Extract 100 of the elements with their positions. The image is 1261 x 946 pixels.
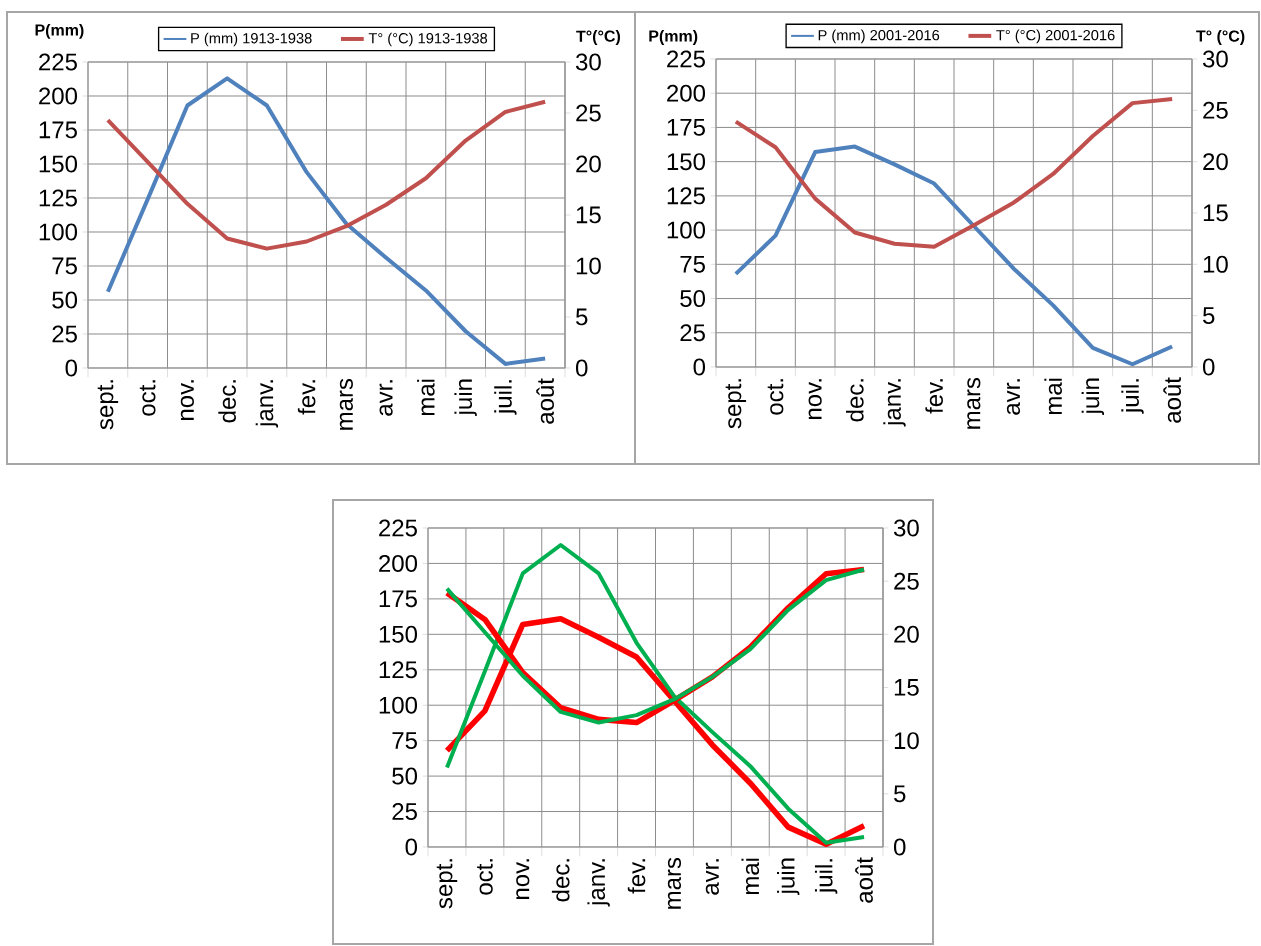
x-tick-label: sept. (97, 380, 119, 430)
x-tick-label: nov. (180, 380, 194, 421)
x-tick-label: fev. (297, 380, 316, 415)
y-tick-label: 75 (680, 255, 705, 273)
line-series (733, 97, 1175, 249)
y-tick-label: 225 (379, 519, 417, 537)
y2-tick-label: 0 (575, 359, 588, 377)
x-tick-label: fev. (627, 859, 646, 894)
y2-tick-label: 5 (576, 308, 588, 326)
y2-tick-label: 20 (576, 155, 601, 173)
y-tick-label: 100 (379, 696, 418, 714)
x-tick-label: mars (339, 378, 353, 430)
y-tick-label: 200 (667, 84, 706, 102)
x-tick-label: mai (417, 379, 435, 416)
line-series (733, 144, 1175, 367)
y2-tick-label: 10 (1203, 255, 1228, 273)
legend-label: P (mm) 1913-1938 (191, 32, 312, 47)
y-tick-label: 200 (39, 87, 78, 105)
y-tick-label: 0 (693, 358, 706, 376)
x-tick-label: juin (454, 379, 477, 416)
y-tick-label: 25 (680, 324, 705, 342)
legend-label: T° (°C) 1913-1938 (368, 32, 488, 47)
x-tick-label: oct. (139, 380, 156, 416)
line-series (105, 99, 548, 251)
y-tick-label: 100 (39, 223, 78, 241)
y2-tick-label: 5 (894, 785, 906, 803)
y2-axis-title: T°(°C) (576, 30, 620, 45)
y2-tick-label: 10 (576, 257, 601, 275)
x-tick-label: juil. (1121, 379, 1144, 414)
y-tick-label: 100 (667, 221, 706, 239)
x-tick-label: dec. (218, 380, 236, 423)
x-tick-label: oct. (477, 859, 493, 895)
x-tick-label: dec. (846, 379, 864, 422)
x-tick-label: janv. (587, 859, 610, 907)
y2-tick-label: 15 (576, 206, 601, 224)
x-tick-label: mai (1044, 378, 1062, 415)
x-tick-label: oct. (767, 379, 784, 415)
y2-axis-title: T° (°C) (1196, 29, 1245, 45)
line-series (444, 543, 867, 845)
x-tick-label: juin (1081, 378, 1105, 415)
y2-tick-label: 25 (1203, 101, 1228, 119)
y2-tick-label: 30 (1202, 50, 1228, 68)
legend-label: T° (°C) 2001-2016 (996, 29, 1115, 44)
y2-tick-label: 30 (893, 519, 919, 537)
y-tick-label: 150 (39, 155, 78, 173)
y2-tick-label: 20 (894, 625, 919, 643)
y-tick-label: 150 (379, 625, 418, 643)
y-tick-label: 225 (39, 53, 77, 71)
x-tick-label: août (1163, 377, 1182, 423)
y2-tick-label: 0 (1202, 358, 1215, 376)
y-tick-label: 0 (65, 359, 78, 377)
y-tick-label: 75 (392, 732, 417, 750)
y-tick-label: 175 (667, 119, 705, 136)
y2-tick-label: 25 (576, 104, 601, 122)
y2-tick-label: 10 (894, 732, 919, 750)
x-tick-label: mai (741, 858, 760, 895)
x-tick-label: juin (777, 858, 800, 895)
x-tick-label: janv. (255, 380, 279, 428)
line-series (105, 76, 548, 366)
y2-tick-label: 15 (894, 679, 919, 696)
y-tick-label: 50 (52, 291, 78, 309)
y2-tick-label: 25 (894, 572, 919, 590)
y-tick-label: 125 (379, 661, 417, 679)
x-tick-label: août (855, 857, 873, 903)
y2-tick-label: 15 (1203, 204, 1228, 222)
legend-label: P (mm) 2001-2016 (818, 29, 940, 44)
x-tick-label: juil. (494, 380, 517, 415)
x-tick-label: nov. (808, 379, 822, 420)
x-tick-label: août (536, 378, 554, 424)
y-tick-label: 50 (392, 767, 418, 785)
y-axis-title: P(mm) (35, 23, 84, 39)
x-tick-label: avr. (705, 859, 719, 895)
x-tick-label: nov. (516, 859, 530, 900)
y-tick-label: 50 (680, 290, 706, 308)
y2-tick-label: 30 (575, 53, 601, 71)
y-tick-label: 125 (667, 187, 705, 205)
x-tick-label: janv. (883, 379, 906, 427)
y2-tick-label: 0 (893, 838, 906, 856)
x-tick-label: sept. (436, 859, 458, 909)
x-tick-label: mars (667, 857, 682, 909)
x-tick-label: juil. (814, 859, 838, 894)
x-tick-label: avr. (1006, 379, 1021, 415)
y-tick-label: 200 (379, 554, 418, 572)
y-tick-label: 175 (39, 121, 77, 139)
x-tick-label: fev. (925, 379, 943, 414)
x-tick-label: mars (967, 377, 981, 429)
y-tick-label: 175 (379, 590, 417, 608)
y-tick-label: 25 (52, 325, 77, 343)
y-tick-label: 25 (392, 803, 417, 821)
y-tick-label: 150 (667, 153, 706, 171)
y-tick-label: 75 (52, 257, 77, 275)
y2-tick-label: 20 (1203, 153, 1228, 171)
y-tick-label: 125 (39, 189, 77, 207)
x-tick-label: dec. (551, 859, 570, 902)
y-tick-label: 0 (405, 838, 418, 856)
y-axis-title: P(mm) (649, 29, 698, 45)
x-tick-label: avr. (379, 380, 393, 416)
y-tick-label: 225 (667, 50, 705, 68)
y2-tick-label: 5 (1203, 307, 1215, 325)
x-tick-label: sept. (725, 379, 747, 429)
